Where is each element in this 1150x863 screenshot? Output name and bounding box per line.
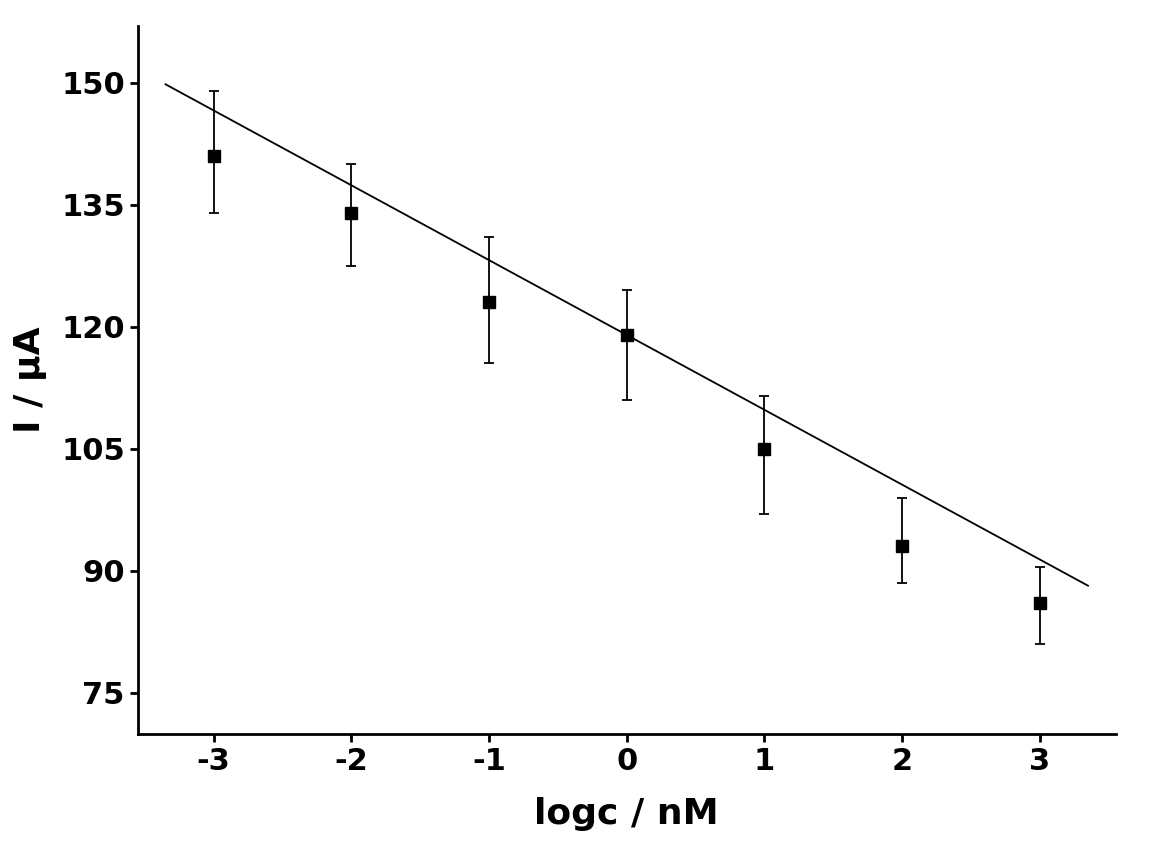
Y-axis label: I / μA: I / μA — [13, 326, 47, 433]
X-axis label: logc / nM: logc / nM — [535, 797, 719, 830]
